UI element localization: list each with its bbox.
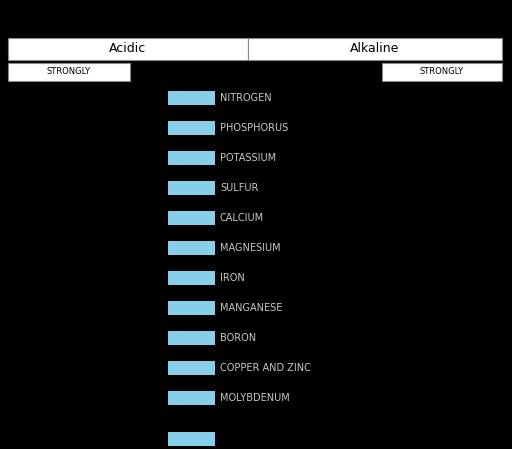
Text: STRONGLY: STRONGLY [47, 67, 91, 76]
Text: Alkaline: Alkaline [350, 43, 400, 56]
Text: STRONGLY: STRONGLY [420, 67, 464, 76]
FancyBboxPatch shape [168, 211, 215, 225]
Text: PHOSPHORUS: PHOSPHORUS [220, 123, 288, 133]
FancyBboxPatch shape [168, 241, 215, 255]
FancyBboxPatch shape [168, 391, 215, 405]
FancyBboxPatch shape [168, 331, 215, 345]
Text: MANGANESE: MANGANESE [220, 303, 283, 313]
Text: CALCIUM: CALCIUM [220, 213, 264, 223]
FancyBboxPatch shape [8, 38, 248, 60]
FancyBboxPatch shape [168, 301, 215, 315]
FancyBboxPatch shape [8, 63, 130, 81]
FancyBboxPatch shape [248, 38, 502, 60]
FancyBboxPatch shape [168, 121, 215, 135]
FancyBboxPatch shape [168, 432, 215, 446]
FancyBboxPatch shape [168, 91, 215, 105]
Text: IRON: IRON [220, 273, 245, 283]
FancyBboxPatch shape [168, 181, 215, 195]
Text: BORON: BORON [220, 333, 256, 343]
Text: SULFUR: SULFUR [220, 183, 259, 193]
Text: MOLYBDENUM: MOLYBDENUM [220, 393, 290, 403]
Text: MAGNESIUM: MAGNESIUM [220, 243, 281, 253]
FancyBboxPatch shape [168, 271, 215, 285]
Text: POTASSIUM: POTASSIUM [220, 153, 276, 163]
FancyBboxPatch shape [168, 151, 215, 165]
FancyBboxPatch shape [168, 361, 215, 375]
Text: NITROGEN: NITROGEN [220, 93, 272, 103]
FancyBboxPatch shape [382, 63, 502, 81]
Text: Acidic: Acidic [110, 43, 146, 56]
Text: COPPER AND ZINC: COPPER AND ZINC [220, 363, 311, 373]
